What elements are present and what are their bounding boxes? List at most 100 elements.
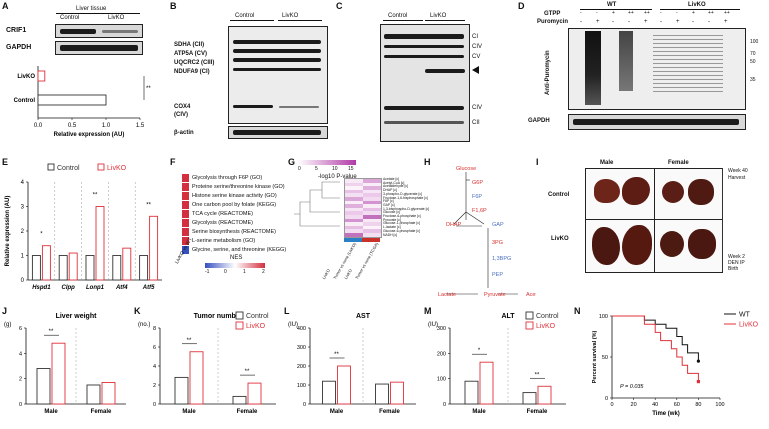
pvalue-tick: 5 <box>315 166 318 172</box>
chart-title: Tumor number <box>194 313 243 320</box>
panel-label-m: M <box>424 306 432 316</box>
nes-tick: 1 <box>243 269 246 275</box>
column-label: Tumor vs none (TCGA) <box>354 241 380 280</box>
heat-cell <box>345 233 363 237</box>
y-tick-label: 300 <box>437 326 446 332</box>
metabolite-label: Fructose-1,6-bisphosphate [c] <box>383 195 428 200</box>
pvalue-title: -log10 P-value <box>318 174 357 180</box>
panel-label-k: K <box>134 306 141 316</box>
group-control-label: Control <box>388 13 408 19</box>
civ-label-2: CIV <box>472 105 483 111</box>
gtpp-sign: ++ <box>708 10 714 16</box>
crif1-label: CRIF1 <box>6 27 27 34</box>
cox4-label: COX4 <box>174 104 191 110</box>
y-tick-label: 200 <box>437 351 446 357</box>
y-tick-label: 4 <box>19 351 22 357</box>
heat-cell <box>363 207 381 212</box>
nes-title: NES <box>230 255 243 261</box>
survival-curve <box>612 315 699 362</box>
gtpp-sign: ++ <box>724 10 730 16</box>
y-tick-label: 0 <box>605 396 608 402</box>
heat-cell <box>363 218 381 223</box>
significance: ** <box>146 86 151 92</box>
pathway-node: 1,3BPG <box>492 256 511 262</box>
x-tick-label: 1.5 <box>136 123 145 129</box>
y-unit: (g) <box>4 322 11 328</box>
bar <box>322 380 336 405</box>
pathway-arrow <box>465 211 485 225</box>
bar <box>247 382 262 405</box>
legend-label: LivKO <box>536 323 556 330</box>
panel-label-e: E <box>2 157 9 167</box>
heat-cell <box>363 186 381 190</box>
heat-cell <box>345 186 363 190</box>
nes-tick: 2 <box>262 269 265 275</box>
y-tick-label: 100 <box>599 314 608 320</box>
y-tick-label: 0 <box>21 278 25 284</box>
x-tick-label: 60 <box>674 402 680 408</box>
male-label: Male <box>600 160 614 166</box>
ci-label: CI <box>472 34 478 40</box>
significance: ** <box>146 202 151 208</box>
heat-cell <box>345 193 363 197</box>
panel-label-c: C <box>336 1 343 11</box>
bar <box>149 215 159 281</box>
group-control-label: Control <box>235 13 255 19</box>
survival-curve <box>612 315 699 382</box>
cv-label: CV <box>472 54 481 60</box>
gsea-term: Glycolysis through F6P (GO) <box>192 175 263 181</box>
chart-m: ALT (IU) 0 100 200 300 Male * Female ** Control Liv… <box>428 311 566 415</box>
bar <box>86 384 101 405</box>
y-tick-label: 300 <box>297 345 306 351</box>
bar <box>189 351 204 405</box>
chart-title: AST <box>356 313 371 320</box>
gtpp-sign: - <box>660 10 662 16</box>
puromycin-sign: - <box>708 19 710 25</box>
heat-cell <box>363 179 381 183</box>
sdha-label: SDHA (CII) <box>174 42 205 48</box>
category-label: Male <box>472 409 486 415</box>
legend-label: WT <box>739 312 751 319</box>
panel-label-i: I <box>536 157 539 167</box>
heat-cell <box>345 197 363 201</box>
metabolite-label: Glucose-6-phosphate [c] <box>383 228 420 233</box>
bar <box>85 255 95 281</box>
gtpp-sign: ++ <box>644 10 650 16</box>
legend-label: Control <box>57 165 80 172</box>
y-tick-label: 4 <box>21 180 25 186</box>
puromycin-sign: + <box>596 19 600 25</box>
y-tick-label: 1 <box>21 254 25 260</box>
puromycin-sign: - <box>612 19 614 25</box>
heat-cell <box>345 222 363 226</box>
gapdh-blot <box>55 41 143 55</box>
heat-cell <box>363 229 381 233</box>
bar <box>37 94 107 106</box>
metabolite-label: Acetaldehyde [c] <box>383 184 409 189</box>
heat-cell <box>363 200 381 205</box>
metabolite-label: 3-phospho-D-glycerate [c] <box>383 191 423 196</box>
legend-swatch <box>235 321 244 330</box>
timeline-week2: Week 2 <box>728 254 745 260</box>
legend-swatch <box>525 311 534 320</box>
y-tick-label: 200 <box>297 364 306 370</box>
pvalue-tick: 15 <box>348 166 354 172</box>
chart-n: 0 50 100 0 20 40 60 80 100 Time (wk) Percent survi… <box>592 312 759 418</box>
bar <box>51 342 66 405</box>
uqcrc2-label: UQCRC2 (CIII) <box>174 60 215 66</box>
legend-label: LivKO <box>246 323 266 330</box>
significance: ** <box>535 372 540 378</box>
y-tick-label: 6 <box>19 326 22 332</box>
atp5a-label: ATP5A (CV) <box>174 51 207 57</box>
gsea-term: Glycine, serine, and threonine (KEGG) <box>192 247 287 253</box>
cii-label: CII <box>472 120 480 126</box>
puromycin-sign: - <box>660 19 662 25</box>
puromycin-sign: + <box>676 19 680 25</box>
bar <box>36 368 51 405</box>
bar <box>464 380 479 405</box>
y-tick-label: 2 <box>21 229 25 235</box>
y-tick-label: 0 <box>443 402 446 408</box>
glycolysis-pathway: Glucose G6P F6P F1,6P DHAP GAP 3PG 1,3BPG PEP Lac… <box>438 166 536 298</box>
pathway-node: 3PG <box>492 240 503 246</box>
panel-label-j: J <box>2 306 8 316</box>
bar <box>174 376 189 405</box>
